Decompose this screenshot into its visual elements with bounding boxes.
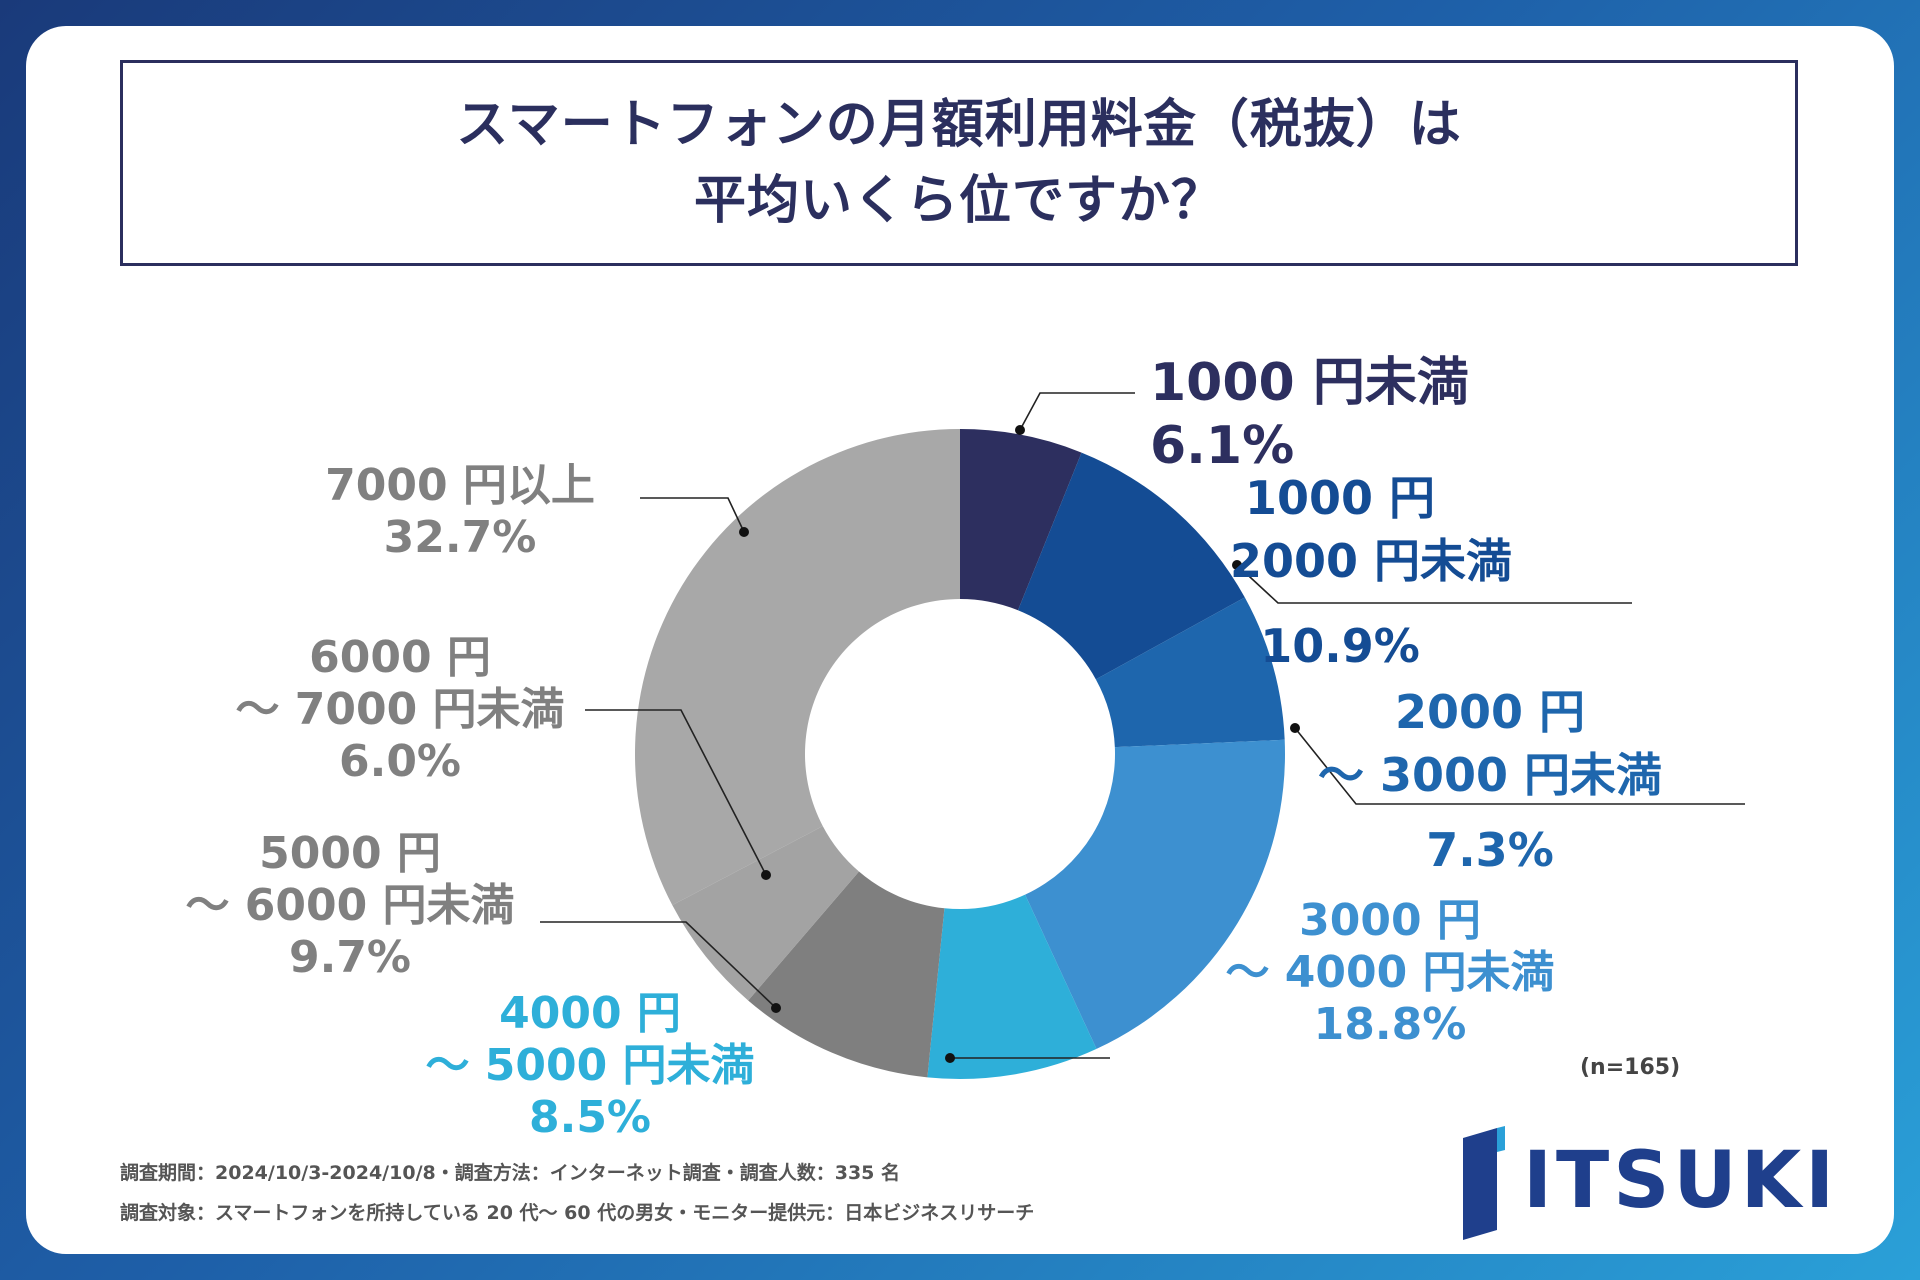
leader-dot-3	[1290, 723, 1300, 733]
data-label-7-line-1: 6000 円	[309, 632, 491, 683]
data-label-2-line-1: 1000 円	[1245, 471, 1435, 525]
leader-dot-2	[1232, 560, 1242, 570]
leader-dot-6	[771, 1003, 781, 1013]
logo-mark-icon	[1463, 1126, 1505, 1240]
donut-slice-7	[672, 826, 859, 1001]
title-box: スマートフォンの月額利用料金（税抜）は 平均いくら位ですか？	[120, 60, 1798, 266]
data-label-6-line-1: 5000 円	[259, 828, 441, 879]
data-label-4-line-1: 3000 円	[1299, 895, 1481, 946]
leader-dot-5	[945, 1053, 955, 1063]
donut-slice-5	[927, 894, 1097, 1079]
data-label-1-line-2: 6.1%	[1150, 416, 1294, 476]
data-label-6-line-2: 〜 6000 円未満	[185, 880, 514, 931]
survey-period-note: 調査期間：2024/10/3-2024/10/8・調査方法：インターネット調査・…	[120, 1162, 901, 1184]
donut-slice-2	[1017, 452, 1245, 680]
donut-slice-1	[960, 429, 1082, 611]
leader-line-6	[540, 921, 777, 1009]
logo-text: ITSUKI	[1523, 1136, 1839, 1226]
data-label-8-line-1: 7000 円以上	[325, 460, 595, 511]
data-label-4-line-2: 〜 4000 円未満	[1225, 947, 1554, 998]
leader-dot-7	[761, 870, 771, 880]
data-label-5-line-2: 〜 5000 円未満	[425, 1040, 754, 1091]
data-label-3-line-1: 2000 円	[1395, 685, 1585, 739]
chart-title-line-2: 平均いくら位ですか？	[693, 171, 1224, 231]
leader-line-2	[1236, 564, 1632, 604]
survey-target-note: 調査対象：スマートフォンを所持している 20 代〜 60 代の男女・モニター提供…	[120, 1202, 1035, 1224]
leader-dot-1	[1015, 425, 1025, 435]
data-label-7-line-2: 〜 7000 円未満	[235, 684, 564, 735]
data-label-3-line-2: 〜 3000 円未満	[1318, 748, 1662, 802]
data-label-3-line-3: 7.3%	[1426, 823, 1554, 877]
chart-title-line-1: スマートフォンの月額利用料金（税抜）は	[456, 95, 1462, 155]
donut-slice-4	[1025, 739, 1285, 1049]
leader-line-1	[1019, 392, 1135, 431]
donut-slice-3	[1095, 597, 1285, 748]
data-label-5-line-3: 8.5%	[529, 1092, 651, 1143]
leader-line-7	[585, 709, 767, 876]
itsuki-logo: ITSUKI	[1445, 1120, 1834, 1240]
data-label-5-line-1: 4000 円	[499, 988, 681, 1039]
data-label-6-line-3: 9.7%	[289, 932, 411, 983]
sample-size-note: (n=165)	[1580, 1055, 1681, 1080]
data-label-2-line-3: 10.9%	[1260, 619, 1420, 673]
data-label-4-line-3: 18.8%	[1314, 999, 1467, 1050]
data-label-2-line-2: 〜 2000 円未満	[1168, 534, 1512, 588]
leader-line-3	[1294, 727, 1745, 805]
data-label-1-line-1: 1000 円未満	[1150, 353, 1469, 413]
donut-slice-6	[748, 871, 945, 1078]
data-label-7-line-3: 6.0%	[339, 736, 461, 787]
data-label-8-line-2: 32.7%	[384, 512, 537, 563]
leader-line-8	[640, 497, 745, 533]
donut-slice-8	[635, 429, 960, 906]
leader-dot-8	[739, 527, 749, 537]
